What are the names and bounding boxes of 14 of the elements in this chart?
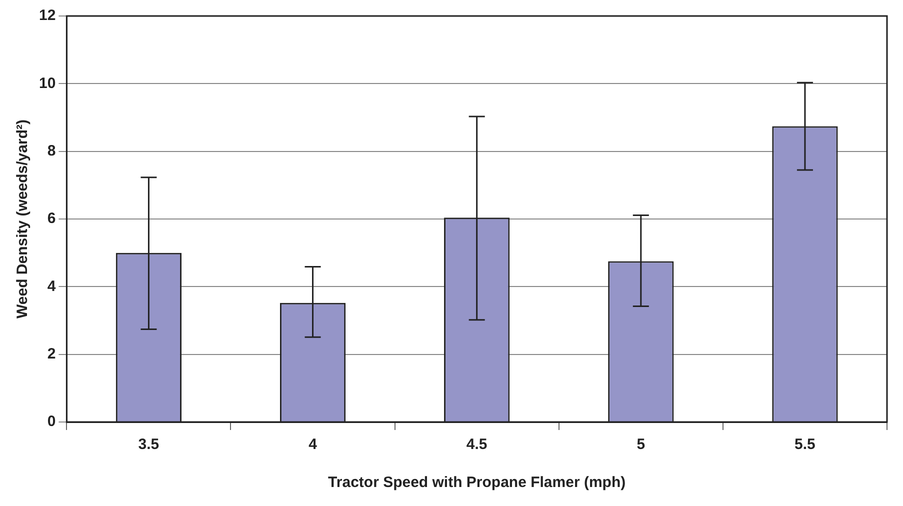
x-tick-label: 3.5 (138, 436, 160, 454)
y-tick-label: 12 (38, 7, 56, 24)
x-tick-label: 5.5 (794, 436, 816, 454)
x-tick-label: 4 (308, 436, 318, 454)
y-tick-label: 4 (47, 278, 56, 295)
y-tick-label: 8 (47, 142, 56, 160)
y-tick-label: 2 (47, 345, 56, 362)
y-axis-title: Weed Density (weeds/yard²) (14, 120, 32, 318)
y-tick-label: 10 (38, 74, 56, 92)
x-axis-title: Tractor Speed with Propane Flamer (mph) (328, 474, 626, 492)
y-tick-label: 0 (47, 413, 56, 430)
x-tick-label: 5 (636, 436, 646, 454)
x-tick-label: 4.5 (466, 436, 488, 454)
y-tick-label: 6 (47, 210, 56, 228)
